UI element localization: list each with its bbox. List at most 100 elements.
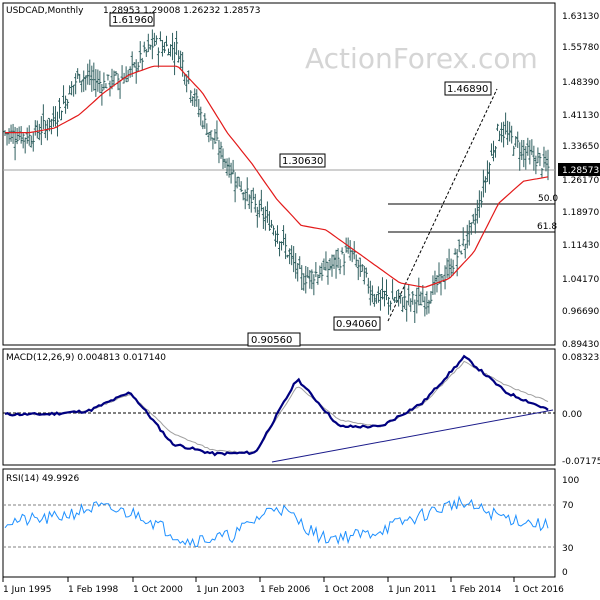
price-bar <box>251 187 255 201</box>
svg-text:1.33650: 1.33650 <box>562 142 599 152</box>
price-bar <box>227 157 231 178</box>
price-bar <box>415 287 419 314</box>
price-bar <box>350 249 354 263</box>
price-bar <box>185 74 189 93</box>
svg-text:1 Oct 2016: 1 Oct 2016 <box>514 585 564 595</box>
price-bar <box>177 50 181 63</box>
price-bar <box>23 137 27 154</box>
price-bar <box>148 44 152 50</box>
macd-trendline <box>271 409 554 463</box>
price-bar <box>164 35 168 47</box>
price-bar <box>316 274 320 285</box>
svg-text:1 Oct 2000: 1 Oct 2000 <box>133 585 183 595</box>
price-bar <box>435 275 439 293</box>
moving-average-line <box>5 65 549 288</box>
price-bar <box>526 137 530 156</box>
price-bar <box>207 131 211 143</box>
price-bar <box>306 267 310 278</box>
price-bar <box>302 273 306 291</box>
price-bar <box>489 143 493 156</box>
svg-text:0.083235: 0.083235 <box>562 353 600 363</box>
price-bar <box>459 250 463 255</box>
price-bar <box>102 72 106 90</box>
price-bar <box>41 104 45 130</box>
price-bar <box>213 129 217 144</box>
price-bar <box>425 291 429 315</box>
price-bar <box>288 248 292 265</box>
annotation-2016-high: 1.46890 <box>444 81 492 96</box>
price-bar <box>449 258 453 276</box>
price-bar <box>53 106 57 127</box>
price-bar <box>423 296 427 317</box>
price-bar <box>19 126 23 144</box>
price-bar <box>385 279 389 301</box>
price-bar <box>191 96 195 106</box>
price-bar <box>405 300 409 322</box>
price-bar <box>233 172 237 203</box>
price-bar <box>132 61 136 68</box>
price-bar <box>437 262 441 284</box>
price-bar <box>9 124 13 142</box>
price-bar <box>314 262 318 278</box>
price-bar <box>338 259 342 275</box>
ohlc-label: 1.28953 1.29008 1.26232 1.28573 <box>103 6 260 16</box>
price-bar <box>544 150 548 172</box>
price-bar <box>269 219 273 228</box>
price-bar <box>74 73 78 95</box>
price-bar <box>150 29 154 60</box>
price-panel: ActionForex.com USDCAD,Monthly 1.28953 1… <box>2 2 600 350</box>
price-bar <box>370 285 374 303</box>
svg-text:0.89430: 0.89430 <box>562 340 599 350</box>
price-bar <box>35 120 39 139</box>
price-bar <box>225 158 229 176</box>
svg-text:1 Jun 2011: 1 Jun 2011 <box>388 585 436 595</box>
price-bar <box>334 249 338 279</box>
price-bar <box>467 220 471 246</box>
svg-text:1.11430: 1.11430 <box>562 241 599 251</box>
price-bar <box>136 61 140 71</box>
price-bar <box>479 191 483 208</box>
price-bar <box>33 120 37 136</box>
price-bar <box>92 62 96 91</box>
price-bar <box>195 89 199 107</box>
svg-text:1 Jun 1995: 1 Jun 1995 <box>3 585 51 595</box>
price-bar <box>382 290 386 307</box>
price-bar <box>60 110 64 121</box>
price-bar <box>504 112 508 135</box>
price-bar <box>25 127 29 144</box>
price-bar <box>82 70 86 92</box>
price-bar <box>96 69 100 92</box>
price-bar <box>239 181 243 193</box>
price-bar <box>514 136 518 147</box>
price-bar <box>485 160 489 182</box>
price-bar <box>362 265 366 285</box>
price-bar <box>532 145 536 171</box>
price-bar <box>389 300 393 311</box>
price-bar <box>469 222 473 235</box>
price-bar <box>318 265 322 278</box>
svg-text:1.55780: 1.55780 <box>562 43 599 53</box>
svg-text:1.48390: 1.48390 <box>562 78 599 88</box>
price-bar <box>237 176 241 187</box>
price-bar <box>364 267 368 278</box>
price-bar <box>231 159 235 175</box>
price-bar <box>322 258 326 270</box>
price-bar <box>376 286 380 303</box>
price-bar <box>179 50 183 70</box>
price-bar <box>223 158 227 169</box>
annotation-2011-low: 0.94060 <box>333 316 381 331</box>
macd-axis: 0.083235 0.00 -0.071752 <box>562 353 600 467</box>
svg-text:1.26170: 1.26170 <box>562 176 599 186</box>
price-bar <box>491 140 495 162</box>
rsi-axis: 100 70 30 0 <box>562 476 579 578</box>
price-bar <box>154 35 158 45</box>
price-bar <box>510 125 514 144</box>
price-bar <box>140 57 144 71</box>
macd-panel: MACD(12,26,9) 0.004813 0.017140 0.083235… <box>2 348 600 467</box>
price-bar <box>286 254 290 258</box>
price-bar <box>276 225 280 244</box>
svg-text:0: 0 <box>562 568 568 578</box>
price-bar <box>300 265 304 291</box>
price-bar <box>112 70 116 87</box>
price-bar <box>360 264 364 272</box>
